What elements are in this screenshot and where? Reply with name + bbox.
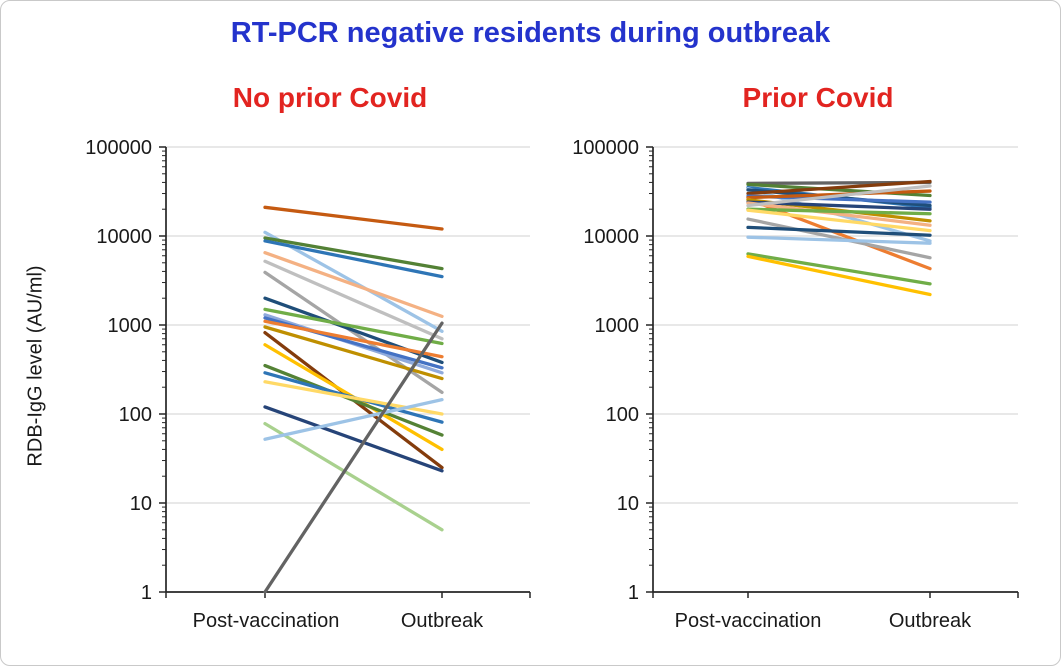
series-line <box>746 235 932 245</box>
series-line <box>746 225 932 237</box>
y-axis-label: RDB-IgG level (AU/ml) <box>24 265 47 467</box>
series-line <box>746 252 932 286</box>
y-tick-label: 1000 <box>595 315 640 337</box>
series-line <box>746 254 932 297</box>
y-tick-label: 10000 <box>96 226 152 248</box>
series-line <box>263 321 444 594</box>
series-line <box>263 270 444 395</box>
y-tick-label: 10000 <box>583 226 639 248</box>
series-line <box>263 251 444 319</box>
y-tick-label: 1000 <box>108 315 153 337</box>
right-panel-title: Prior Covid <box>742 82 894 113</box>
series-line <box>746 217 932 260</box>
series-line <box>263 405 444 473</box>
y-tick-label: 1 <box>141 582 152 604</box>
series-line <box>746 208 932 233</box>
series-line <box>263 230 444 333</box>
y-tick-label: 1 <box>628 582 639 604</box>
y-tick-label: 10 <box>617 493 639 515</box>
y-tick-label: 100 <box>606 404 639 426</box>
series-line <box>263 259 444 341</box>
series-line <box>263 319 444 359</box>
left-panel: 1 10 100 1000 10000 100000 <box>85 137 531 604</box>
series-line <box>263 307 444 346</box>
series-line <box>263 363 444 437</box>
series-line <box>263 380 444 416</box>
right-panel: 1 10 100 1000 10000 100000 <box>572 137 1019 604</box>
y-tick-label: 100000 <box>572 137 639 159</box>
series-line <box>263 205 444 231</box>
y-tick-label: 100000 <box>85 137 152 159</box>
left-x-tick-outbreak: Outbreak <box>400 610 484 632</box>
series-line <box>746 179 932 196</box>
series-line <box>263 397 444 441</box>
right-x-tick-post-vaccination: Post-vaccination <box>674 610 822 632</box>
series-line <box>746 207 932 216</box>
right-x-tick-outbreak: Outbreak <box>888 610 972 632</box>
series-line <box>746 201 932 227</box>
series-line <box>263 239 444 279</box>
series-line <box>263 236 444 271</box>
left-panel-title: No prior Covid <box>232 82 428 113</box>
series-line <box>263 421 444 532</box>
left-x-tick-post-vaccination: Post-vaccination <box>192 610 340 632</box>
y-tick-label: 10 <box>130 493 152 515</box>
chart-title: RT-PCR negative residents during outbrea… <box>230 17 831 49</box>
y-tick-label: 100 <box>119 404 152 426</box>
series-line <box>746 184 932 208</box>
